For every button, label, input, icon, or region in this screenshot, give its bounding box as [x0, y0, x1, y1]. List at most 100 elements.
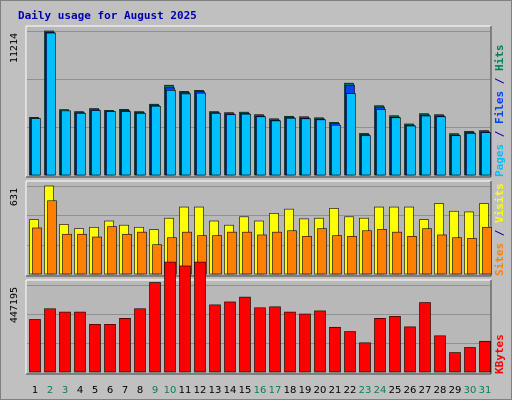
day-label: 3	[62, 385, 68, 396]
bar-kbytes-day-11	[179, 265, 191, 373]
day-label: 26	[404, 385, 417, 396]
legend-entry: Hits	[493, 45, 506, 72]
day-label: 12	[194, 385, 207, 396]
bar-sites-day-8	[137, 231, 147, 275]
bar-pages-day-24	[376, 109, 386, 176]
bar-kbytes-day-31	[479, 340, 491, 373]
day-label: 22	[344, 385, 357, 396]
day-label: 27	[419, 385, 432, 396]
bar-pages-day-4	[76, 113, 86, 176]
bar-sites-day-29	[452, 237, 462, 275]
bar-kbytes-day-8	[134, 308, 146, 373]
day-label: 4	[77, 385, 83, 396]
bar-kbytes-day-16	[254, 307, 266, 373]
bar-pages-day-19	[301, 118, 311, 176]
bar-kbytes-day-14	[224, 301, 236, 373]
day-label: 19	[299, 385, 312, 396]
bar-pages-day-10	[166, 90, 176, 176]
day-labels: 1 2 3 4 5 6 7 8 9 10 11 12 13 14 15 16 17 18 19 20 21 22 23 24 2…	[32, 385, 492, 396]
bar-pages-day-22	[346, 93, 356, 176]
legend-entry: /	[493, 223, 506, 243]
y-max-label: 631	[9, 188, 20, 206]
bar-pages-day-13	[211, 113, 221, 176]
day-label: 5	[92, 385, 98, 396]
y-max-label: 11214	[9, 33, 20, 63]
day-label: 18	[284, 385, 297, 396]
bar-sites-day-23	[362, 230, 372, 275]
bar-sites-day-30	[467, 238, 477, 275]
bar-kbytes-day-24	[374, 318, 386, 373]
bar-pages-day-17	[271, 120, 281, 176]
day-label: 11	[179, 385, 192, 396]
bar-kbytes-day-21	[329, 326, 341, 373]
bar-kbytes-day-25	[389, 316, 401, 373]
legend-entry: Visits	[493, 183, 506, 223]
bar-pages-day-14	[226, 114, 236, 176]
bar-kbytes-day-23	[359, 342, 371, 373]
bar-pages-day-8	[136, 113, 146, 176]
day-label: 17	[269, 385, 282, 396]
bar-pages-day-29	[451, 135, 461, 176]
legend-entry: /	[493, 71, 506, 91]
day-label: 13	[209, 385, 222, 396]
day-label: 30	[464, 385, 477, 396]
bar-pages-day-11	[181, 93, 191, 176]
bar-sites-day-13	[212, 235, 222, 275]
bar-pages-day-18	[286, 118, 296, 176]
bar-pages-day-25	[391, 117, 401, 176]
bar-sites-day-3	[62, 233, 72, 275]
bar-kbytes-day-7	[119, 318, 131, 373]
legend-entry: /	[493, 124, 506, 144]
bar-pages-day-27	[421, 115, 431, 176]
bar-sites-day-9	[152, 244, 162, 275]
bar-kbytes-day-29	[449, 352, 461, 373]
bar-kbytes-day-30	[464, 347, 476, 373]
day-label: 20	[314, 385, 327, 396]
day-label: 31	[479, 385, 492, 396]
day-label: 29	[449, 385, 462, 396]
bar-pages-day-20	[316, 119, 326, 176]
bar-sites-day-26	[407, 236, 417, 275]
bar-pages-day-16	[256, 116, 266, 176]
side-legend-visits-sites: Sites / Visits	[493, 183, 506, 276]
panel-visits-sites: 631 Sites / Visits	[9, 180, 506, 277]
bar-sites-day-5	[92, 236, 102, 275]
bar-kbytes-day-6	[104, 324, 116, 373]
bar-pages-day-1	[31, 118, 41, 176]
bar-pages-day-23	[361, 135, 371, 176]
bar-kbytes-day-5	[89, 324, 101, 373]
bar-sites-day-21	[332, 235, 342, 275]
bar-sites-day-1	[32, 227, 42, 275]
bar-sites-day-16	[257, 234, 267, 275]
chart-title: Daily usage for August 2025	[18, 9, 197, 22]
bar-pages-day-28	[436, 116, 446, 176]
bar-pages-day-6	[106, 111, 116, 176]
bar-pages-day-12	[196, 92, 206, 176]
bar-kbytes-day-28	[434, 335, 446, 373]
day-label: 25	[389, 385, 402, 396]
day-label: 9	[152, 385, 158, 396]
day-label: 16	[254, 385, 267, 396]
bar-kbytes-day-17	[269, 306, 281, 373]
day-label: 1	[32, 385, 38, 396]
bar-sites-day-20	[317, 228, 327, 275]
day-label: 8	[137, 385, 143, 396]
bar-kbytes-day-22	[344, 331, 356, 373]
bar-kbytes-day-20	[314, 310, 326, 373]
bar-kbytes-day-3	[59, 311, 71, 373]
bar-kbytes-day-19	[299, 313, 311, 373]
bar-pages-day-2	[46, 32, 56, 176]
legend-entry: Sites	[493, 243, 506, 276]
bar-kbytes-day-13	[209, 304, 221, 373]
bar-kbytes-day-4	[74, 311, 86, 373]
bar-sites-day-19	[302, 236, 312, 275]
bar-pages-day-15	[241, 113, 251, 176]
day-label: 24	[374, 385, 387, 396]
day-label: 6	[107, 385, 113, 396]
day-label: 28	[434, 385, 447, 396]
bar-sites-day-18	[287, 230, 297, 275]
bar-pages-day-5	[91, 110, 101, 176]
side-legend-kbytes: KBytes	[493, 334, 506, 374]
day-label: 23	[359, 385, 372, 396]
